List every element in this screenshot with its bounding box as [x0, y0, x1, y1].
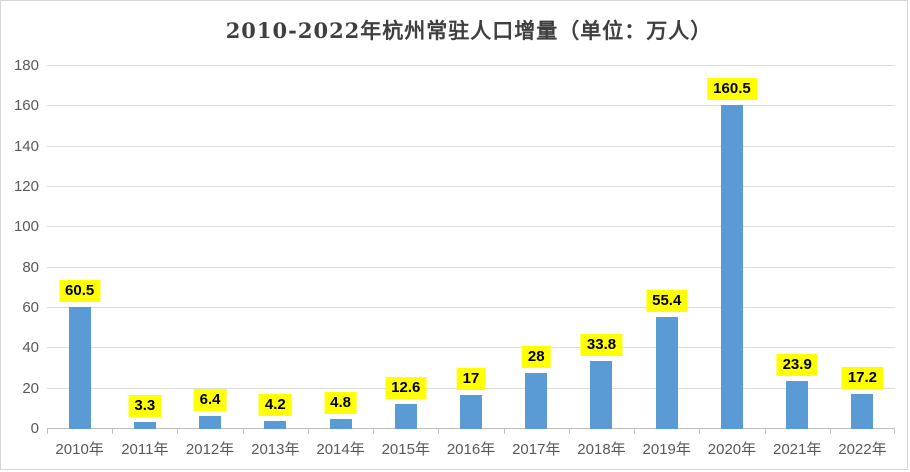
x-tick-label: 2013年: [251, 441, 300, 458]
y-tick-label: 100: [13, 218, 39, 236]
x-tick-label: 2020年: [707, 441, 757, 458]
x-tick-label: 2010年: [55, 441, 104, 458]
x-axis-tick: [307, 429, 309, 434]
bar-columns: 60.5 3.3 6.4 4.2 4.8 12.6 17 28 33.8 55.4 160.5 23.…: [47, 66, 895, 429]
gridline: [47, 266, 895, 268]
bar-column: 33.8: [569, 66, 634, 429]
bar: [720, 105, 743, 429]
plot-area: 60.5 3.3 6.4 4.2 4.8 12.6 17 28 33.8 55.4 160.5 23.…: [47, 65, 895, 429]
bar: [786, 380, 809, 429]
x-axis-tick: [177, 429, 179, 434]
bar-value-label: 33.8: [580, 333, 623, 356]
bar-value-label: 17: [456, 367, 486, 390]
bar-column: 28: [504, 66, 569, 429]
bar: [329, 419, 352, 429]
y-tick-label: 180: [13, 57, 39, 74]
x-axis-tick: [634, 429, 636, 434]
gridline: [47, 307, 895, 308]
bar-column: 4.2: [243, 66, 308, 429]
bar-value-label: 12.6: [385, 376, 427, 399]
bar: [68, 307, 91, 429]
x-tick-label: 2017年: [512, 441, 561, 458]
x-tick-label: 2016年: [446, 441, 496, 458]
x-tick-label: 2012年: [185, 441, 235, 458]
x-axis-tick: [568, 429, 570, 434]
bar-column: 6.4: [177, 66, 242, 429]
gridline: [47, 347, 895, 349]
bar-value-label: 4.2: [258, 393, 292, 416]
bar: [199, 416, 222, 429]
y-tick-label: 0: [30, 420, 39, 437]
bar-column: 160.5: [699, 66, 764, 429]
y-tick-label: 140: [13, 137, 39, 155]
y-axis: 0 20 40 60 80 100 120 140 160 180: [1, 57, 39, 437]
bar-value-label: 55.4: [646, 290, 688, 313]
x-axis-tick: [438, 429, 440, 434]
bar-value-label: 60.5: [59, 280, 101, 302]
x-axis-tick: [112, 429, 114, 434]
bar-value-label: 4.8: [324, 392, 357, 415]
y-tick-label: 40: [22, 339, 39, 357]
bar: [264, 420, 287, 429]
bar: [590, 360, 613, 429]
bar-column: 60.5: [47, 66, 112, 429]
bar-column: 12.6: [373, 66, 438, 429]
x-tick-label: 2019年: [642, 441, 691, 458]
x-axis-tick: [699, 429, 701, 434]
y-tick-label: 120: [13, 178, 39, 195]
x-axis-tick: [503, 429, 505, 434]
x-axis-tick: [242, 429, 244, 434]
bar-column: 55.4: [634, 66, 699, 429]
x-axis-tick: [373, 429, 375, 434]
x-tick-label: 2011年: [121, 441, 169, 458]
x-tick-label: 2015年: [381, 441, 430, 458]
bar: [133, 422, 156, 429]
gridline: [47, 65, 895, 66]
bar: [525, 372, 548, 429]
bar-value-label: 6.4: [193, 389, 227, 412]
bar-value-label: 160.5: [707, 78, 757, 101]
bar-column: 23.9: [765, 66, 830, 429]
bar: [851, 394, 874, 429]
y-tick-label: 60: [22, 299, 39, 316]
y-tick-label: 20: [22, 379, 39, 397]
bar-value-label: 23.9: [776, 353, 818, 376]
bar: [394, 403, 417, 429]
bar-column: 17.2: [830, 66, 895, 429]
x-tick-label: 2021年: [773, 441, 822, 458]
bar-value-label: 3.3: [128, 395, 162, 418]
x-axis-tick: [894, 429, 895, 434]
bar-column: 17: [438, 66, 503, 429]
gridline: [47, 186, 895, 187]
x-axis: 2010年 2011年 2012年 2013年 2014年 2015年 2016年 2017年…: [47, 429, 895, 463]
x-axis-tick: [764, 429, 766, 434]
x-axis-tick: [829, 429, 831, 434]
bar-value-label: 28: [521, 345, 551, 368]
bar: [460, 394, 483, 429]
bar: [655, 317, 678, 429]
x-tick-label: 2018年: [577, 441, 626, 458]
gridline: [47, 105, 895, 107]
bar-value-label: 17.2: [841, 367, 884, 390]
y-tick-label: 160: [13, 97, 39, 115]
bar-column: 4.8: [308, 66, 373, 429]
x-tick-label: 2022年: [838, 441, 887, 458]
chart-title: 2010-2022年杭州常驻人口增量（单位：万人）: [225, 18, 713, 43]
y-tick-label: 80: [22, 258, 39, 276]
x-axis-tick: [47, 429, 48, 434]
gridline: [47, 226, 895, 228]
bar-column: 3.3: [112, 66, 177, 429]
x-tick-label: 2014年: [316, 441, 365, 458]
gridline: [47, 145, 895, 147]
